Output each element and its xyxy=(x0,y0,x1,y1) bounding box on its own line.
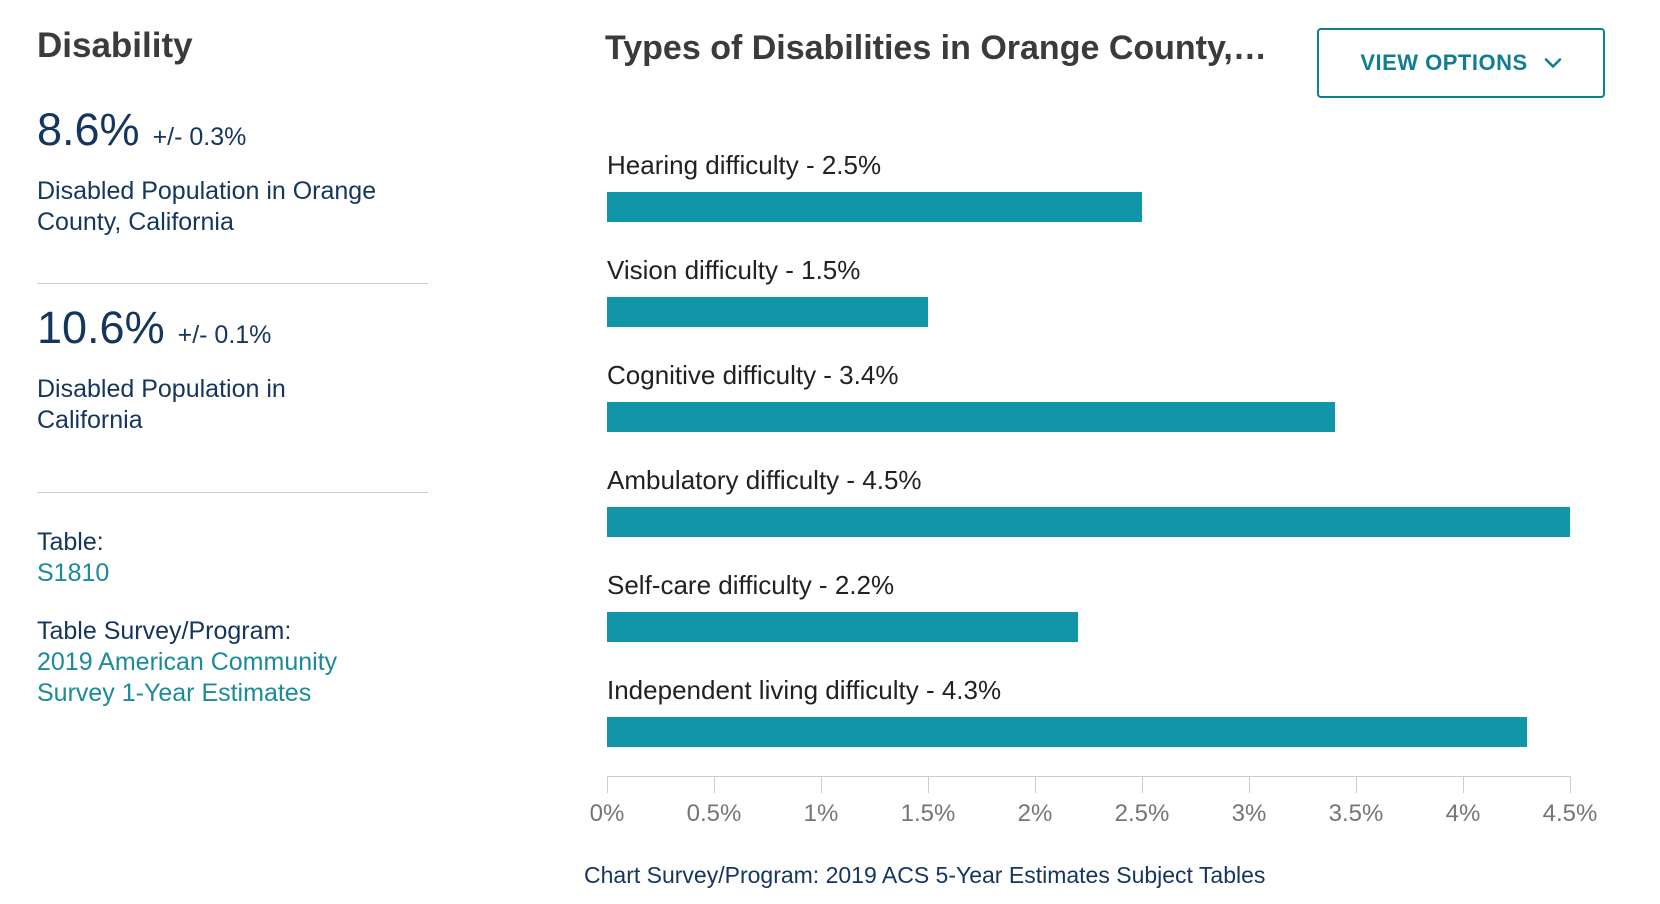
axis-tick xyxy=(1035,776,1036,793)
table-reference: Table: S1810 xyxy=(37,527,109,589)
stat-california-value-row: 10.6% +/- 0.1% xyxy=(37,302,271,354)
axis-tick xyxy=(1356,776,1357,793)
chart-footer: Chart Survey/Program: 2019 ACS 5-Year Es… xyxy=(584,862,1266,888)
bar[interactable] xyxy=(607,297,928,327)
table-id-link[interactable]: S1810 xyxy=(37,559,110,587)
chevron-down-icon xyxy=(1544,57,1562,69)
axis-tick-label: 2.5% xyxy=(1114,800,1170,827)
axis-tick xyxy=(607,776,608,793)
axis-tick-label: 1.5% xyxy=(900,800,956,827)
axis-tick xyxy=(1142,776,1143,793)
bar[interactable] xyxy=(607,507,1570,537)
bar[interactable] xyxy=(607,402,1335,432)
axis-tick-label: 1% xyxy=(803,800,839,827)
stat-label: Disabled Population in California xyxy=(37,375,286,434)
chart-row: Vision difficulty - 1.5% xyxy=(607,255,1570,327)
stat-value: 10.6% xyxy=(37,302,165,353)
axis-tick xyxy=(714,776,715,793)
stat-label: Disabled Population in Orange County, Ca… xyxy=(37,177,377,236)
bar-label: Independent living difficulty - 4.3% xyxy=(607,675,1002,705)
sidebar-title: Disability xyxy=(37,26,193,65)
divider xyxy=(37,283,428,284)
bar[interactable] xyxy=(607,612,1078,642)
axis-tick xyxy=(927,776,929,793)
axis-tick-label: 3% xyxy=(1231,800,1267,827)
bar-label: Cognitive difficulty - 3.4% xyxy=(607,360,899,390)
axis-line xyxy=(607,776,1571,777)
chart-row: Ambulatory difficulty - 4.5% xyxy=(607,465,1570,537)
table-label: Table: xyxy=(37,528,104,556)
stat-margin-of-error: +/- 0.1% xyxy=(177,321,272,349)
stat-value: 8.6% xyxy=(37,104,140,155)
bar-label: Self-care difficulty - 2.2% xyxy=(607,570,895,600)
stat-orange-county-value-row: 8.6% +/- 0.3% xyxy=(37,104,246,156)
axis-tick xyxy=(1463,776,1464,793)
bar-label: Vision difficulty - 1.5% xyxy=(607,255,861,285)
axis-tick-label: 0.5% xyxy=(686,800,742,827)
axis-tick xyxy=(1570,776,1571,793)
stat-margin-of-error: +/- 0.3% xyxy=(152,123,247,151)
axis-tick-label: 4% xyxy=(1445,800,1481,827)
view-options-label: VIEW OPTIONS xyxy=(1360,50,1528,75)
bar-chart: Hearing difficulty - 2.5% Vision difficul… xyxy=(607,150,1570,780)
view-options-button[interactable]: VIEW OPTIONS xyxy=(1317,28,1605,98)
axis-tick-label: 2% xyxy=(1017,800,1053,827)
axis-tick xyxy=(821,776,822,793)
survey-reference: Table Survey/Program: 2019 American Comm… xyxy=(37,616,382,709)
bar[interactable] xyxy=(607,192,1142,222)
chart-title: Types of Disabilities in Orange County,… xyxy=(605,29,1267,67)
chart-row: Independent living difficulty - 4.3% xyxy=(607,675,1570,747)
axis-tick-label: 3.5% xyxy=(1328,800,1384,827)
divider xyxy=(37,492,428,493)
chart-row: Self-care difficulty - 2.2% xyxy=(607,570,1570,642)
axis-tick xyxy=(1248,776,1250,793)
axis-tick-label: 0% xyxy=(589,800,625,827)
axis-tick-label: 4.5% xyxy=(1542,800,1598,827)
chart-row: Cognitive difficulty - 3.4% xyxy=(607,360,1570,432)
survey-program-link[interactable]: 2019 American Community Survey 1-Year Es… xyxy=(37,648,338,707)
survey-label: Table Survey/Program: xyxy=(37,617,292,645)
bar[interactable] xyxy=(607,717,1528,747)
bar-label: Hearing difficulty - 2.5% xyxy=(607,150,882,180)
bar-label: Ambulatory difficulty - 4.5% xyxy=(607,465,922,495)
chart-row: Hearing difficulty - 2.5% xyxy=(607,150,1570,222)
